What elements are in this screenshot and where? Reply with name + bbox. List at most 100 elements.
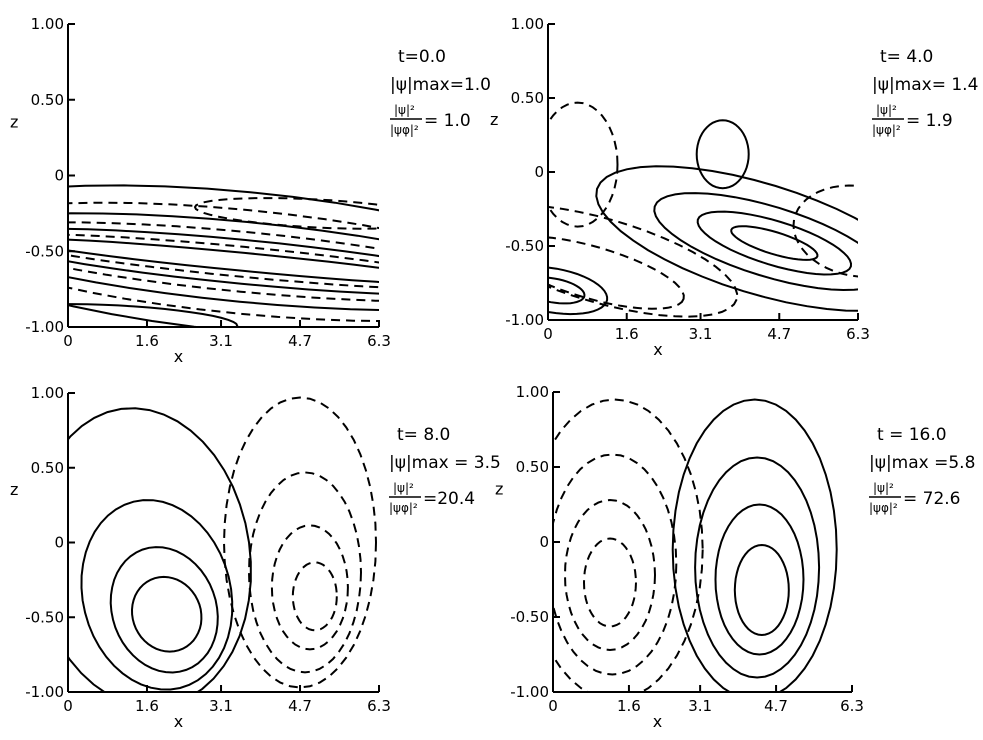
ratio-numerator: |ψ|²	[873, 481, 894, 495]
x-tick-label: 0	[63, 332, 73, 350]
y-tick-label: 0	[54, 167, 64, 185]
y-tick-label: -1.00	[25, 683, 64, 701]
x-tick-label: 1.6	[135, 697, 159, 715]
time-label: t=0.0	[398, 47, 446, 67]
x-tick-label: 4.7	[764, 697, 788, 715]
contour-positive	[696, 210, 853, 276]
x-tick-label: 3.1	[209, 332, 233, 350]
y-tick-label: -1.00	[510, 683, 549, 701]
contour-negative	[68, 221, 379, 302]
annotation: t= 4.0 |ψ|max= 1.4 |ψ|² |ψφ|² = 1.9	[872, 47, 978, 137]
contour-negative	[553, 398, 704, 692]
x-tick-label: 6.3	[840, 697, 864, 715]
ratio-denominator: |ψφ|²	[869, 501, 898, 515]
contour-negative	[247, 471, 363, 674]
y-tick-label: -0.50	[25, 608, 64, 626]
x-tick-label: 4.7	[288, 332, 312, 350]
y-tick-label: 0.50	[31, 459, 64, 477]
contour-negative	[582, 537, 638, 628]
y-tick-label: -0.50	[25, 242, 64, 260]
contour-positive	[671, 398, 838, 692]
psi-max-label: |ψ|max =5.8	[869, 453, 975, 473]
contour-negative	[548, 205, 739, 318]
contour-positive	[68, 227, 379, 295]
x-tick-label: 0	[63, 697, 73, 715]
ratio-value: = 72.6	[903, 489, 961, 509]
y-axis-label: z	[490, 110, 498, 129]
psi-max-label: |ψ|max = 3.5	[389, 453, 501, 473]
contour-negative	[193, 197, 379, 230]
contour-negative	[553, 453, 678, 676]
y-tick-label: 1.00	[31, 384, 64, 402]
contour-group	[68, 184, 379, 327]
contour-positive	[548, 276, 586, 305]
x-tick-label: 3.1	[689, 325, 713, 343]
ratio-numerator: |ψ|²	[876, 103, 897, 117]
x-tick-label: 3.1	[209, 697, 233, 715]
contour-positive	[68, 303, 239, 327]
y-axis-label: z	[10, 112, 18, 131]
contour-positive	[733, 543, 790, 637]
y-tick-label: 0.50	[511, 89, 544, 107]
x-tick-label: 6.3	[846, 325, 870, 343]
contour-group	[68, 396, 378, 692]
contour-positive	[68, 407, 252, 692]
x-tick-label: 1.6	[617, 697, 641, 715]
psi-max-label: |ψ|max= 1.4	[872, 75, 978, 95]
x-tick-label: 0	[543, 325, 553, 343]
contour-positive	[653, 192, 858, 292]
panel-1: 1.000.500-0.50-1.000 1.6 3.1 4.7 6.3xzt=0.0|…	[10, 15, 491, 366]
contour-positive	[695, 119, 750, 190]
y-tick-label: -0.50	[505, 237, 544, 255]
x-tick-label: 4.7	[767, 325, 791, 343]
time-label: t= 8.0	[397, 425, 450, 445]
ratio-denominator: |ψφ|²	[872, 123, 901, 137]
y-tick-label: -1.00	[25, 318, 64, 336]
ratio-denominator: |ψφ|²	[390, 123, 419, 137]
ratio-denominator: |ψφ|²	[389, 501, 418, 515]
contour-positive	[595, 165, 858, 312]
y-axis-label: z	[495, 480, 503, 499]
contour-negative	[563, 498, 657, 652]
x-tick-label: 6.3	[367, 332, 391, 350]
y-tick-label: 1.00	[516, 383, 549, 401]
y-tick-label: 1.00	[31, 15, 64, 33]
contour-positive	[714, 503, 805, 656]
x-axis-label: x	[653, 340, 662, 359]
x-tick-label: 0	[548, 697, 558, 715]
ratio-value: =20.4	[423, 489, 475, 509]
ratio-value: = 1.0	[424, 111, 471, 131]
x-tick-label: 3.1	[688, 697, 712, 715]
ratio-numerator: |ψ|²	[393, 481, 414, 495]
x-axis-label: x	[653, 712, 662, 731]
y-tick-label: 0	[54, 534, 64, 552]
contour-group	[553, 398, 838, 692]
y-tick-label: 0.50	[31, 91, 64, 109]
ratio-numerator: |ψ|²	[394, 103, 415, 117]
contour-positive	[68, 212, 379, 312]
y-axis-label: z	[10, 480, 18, 499]
annotation: t= 8.0 |ψ|max = 3.5 |ψ|² |ψφ|² =20.4	[389, 425, 501, 515]
contour-positive	[130, 575, 203, 653]
contour-positive	[548, 266, 609, 316]
y-tick-label: 0	[539, 533, 549, 551]
contour-positive	[694, 456, 821, 679]
contour-positive	[68, 238, 379, 283]
contour-positive	[730, 225, 819, 261]
x-axis-label: x	[174, 712, 183, 731]
y-tick-label: -1.00	[505, 311, 544, 329]
contour-negative	[222, 396, 378, 689]
y-tick-label: 0.50	[516, 458, 549, 476]
annotation: t=0.0 |ψ|max=1.0 |ψ|² |ψφ|² = 1.0	[390, 47, 491, 137]
y-tick-label: 1.00	[511, 15, 544, 33]
contour-negative	[68, 233, 379, 289]
time-label: t = 16.0	[877, 425, 947, 445]
time-label: t= 4.0	[880, 47, 933, 67]
x-axis-label: x	[174, 347, 183, 366]
psi-max-label: |ψ|max=1.0	[390, 75, 491, 95]
x-tick-label: 6.3	[367, 697, 391, 715]
